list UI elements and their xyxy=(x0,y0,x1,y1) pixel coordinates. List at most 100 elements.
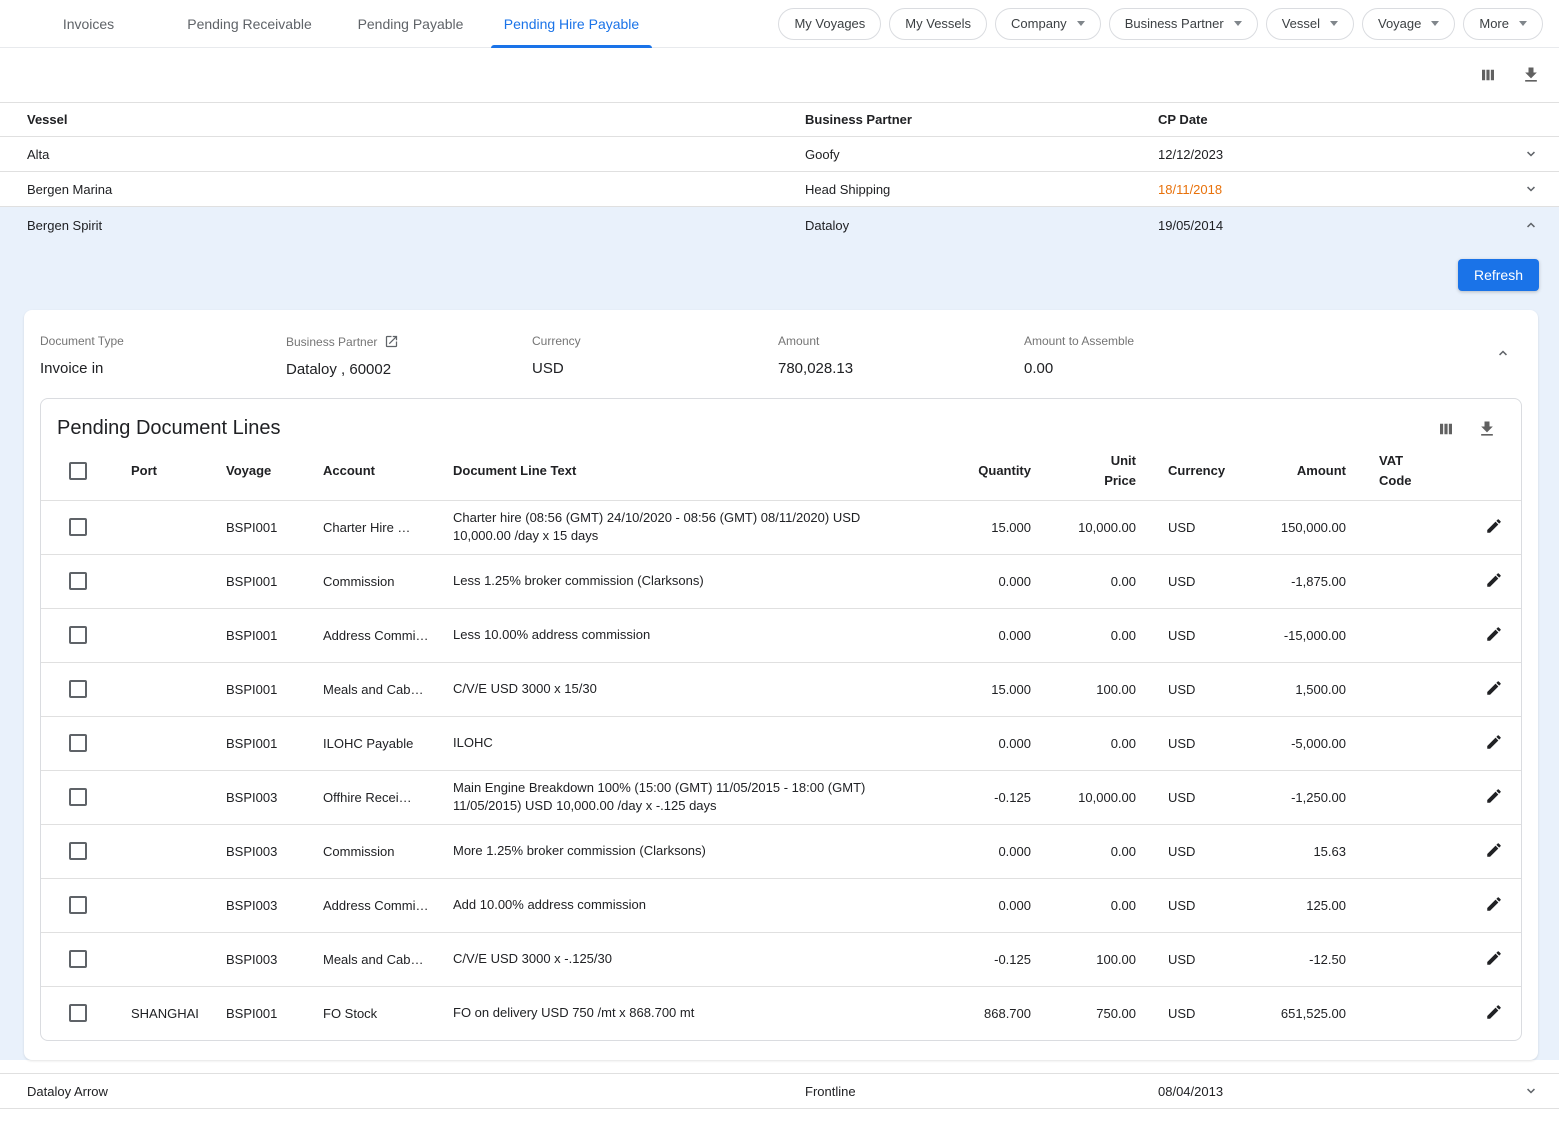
document-line-row: SHANGHAI BSPI001 FO Stock FO on delivery… xyxy=(41,986,1521,1040)
cp-date-cell: 08/04/2013 xyxy=(1158,1083,1224,1099)
document-summary: Document Type Invoice in Business Partne… xyxy=(24,310,1538,398)
line-quantity: 0.000 xyxy=(931,608,1031,663)
field-amount: Amount 780,028.13 xyxy=(778,334,1024,378)
chip-vessel[interactable]: Vessel xyxy=(1265,7,1354,40)
download-icon[interactable] xyxy=(1521,65,1541,85)
edit-icon[interactable] xyxy=(1485,679,1503,697)
line-port xyxy=(113,878,201,933)
vessel-row-bergen-marina[interactable]: Bergen Marina Head Shipping 18/11/2018 xyxy=(0,172,1559,207)
edit-icon[interactable] xyxy=(1485,895,1503,913)
line-quantity: 15.000 xyxy=(931,500,1031,555)
line-document-line-text: ILOHC xyxy=(428,716,931,771)
line-port: SHANGHAI xyxy=(131,1005,199,1021)
chip-my-voyages[interactable]: My Voyages xyxy=(778,7,882,40)
columns-icon[interactable] xyxy=(1479,66,1497,84)
line-quantity: -0.125 xyxy=(931,932,1031,987)
row-checkbox[interactable] xyxy=(69,788,87,806)
tab-pending-payable[interactable]: Pending Payable xyxy=(357,15,464,32)
chevron-down-icon[interactable] xyxy=(1522,145,1540,163)
download-icon[interactable] xyxy=(1477,419,1497,439)
line-vat-code xyxy=(1354,716,1466,771)
vessel-cell: Dataloy Arrow xyxy=(27,1083,108,1099)
chevron-down-icon xyxy=(1233,21,1242,26)
edit-icon[interactable] xyxy=(1485,517,1503,535)
edit-icon[interactable] xyxy=(1485,841,1503,859)
column-header-vat-code: VAT Code xyxy=(1379,452,1412,488)
chip-business-partner[interactable]: Business Partner xyxy=(1108,7,1258,40)
row-checkbox[interactable] xyxy=(69,626,87,644)
chip-my-vessels[interactable]: My Vessels xyxy=(889,7,988,40)
edit-icon[interactable] xyxy=(1485,1003,1503,1021)
line-quantity: 15.000 xyxy=(931,662,1031,717)
chip-label: More xyxy=(1479,16,1509,31)
line-currency: USD xyxy=(1168,1005,1196,1021)
chevron-up-icon[interactable] xyxy=(1522,216,1540,234)
line-voyage: BSPI001 xyxy=(226,1005,278,1021)
chip-more[interactable]: More xyxy=(1463,7,1543,40)
edit-icon[interactable] xyxy=(1485,949,1503,967)
line-quantity: 0.000 xyxy=(931,878,1031,933)
line-document-line-text: Less 1.25% broker commission (Clarksons) xyxy=(428,554,931,609)
line-unit-price: 10,000.00 xyxy=(1031,500,1136,555)
vessel-row-dataloy-arrow[interactable]: Dataloy Arrow Frontline 08/04/2013 xyxy=(0,1073,1559,1109)
line-account: ILOHC Payable xyxy=(298,716,428,771)
edit-icon[interactable] xyxy=(1485,571,1503,589)
open-in-new-icon[interactable] xyxy=(384,334,399,349)
line-amount: 1,500.00 xyxy=(1261,662,1354,717)
row-checkbox[interactable] xyxy=(69,518,87,536)
line-currency: USD xyxy=(1136,932,1261,987)
line-voyage: BSPI001 xyxy=(201,500,298,555)
vessel-row-bergen-spirit[interactable]: Bergen Spirit Dataloy 19/05/2014 xyxy=(0,207,1559,243)
chevron-down-icon[interactable] xyxy=(1522,1082,1540,1100)
chip-company[interactable]: Company xyxy=(995,7,1101,40)
line-unit-price: 100.00 xyxy=(1031,662,1136,717)
field-label: Amount xyxy=(778,334,820,348)
line-currency: USD xyxy=(1136,716,1261,771)
line-document-line-text: Add 10.00% address commission xyxy=(428,878,931,933)
line-unit-price: 0.00 xyxy=(1031,716,1136,771)
refresh-button[interactable]: Refresh xyxy=(1457,259,1539,291)
document-line-row: BSPI001 ILOHC Payable ILOHC 0.000 0.00 U… xyxy=(41,716,1521,771)
vessel-table: Vessel Business Partner CP Date Alta Goo… xyxy=(0,102,1559,1109)
vessel-row-alta[interactable]: Alta Goofy 12/12/2023 xyxy=(0,137,1559,172)
lines-toolbar xyxy=(1437,419,1497,439)
chip-voyage[interactable]: Voyage xyxy=(1362,7,1456,40)
line-currency: USD xyxy=(1136,878,1261,933)
tab-pending-hire-payable[interactable]: Pending Hire Payable xyxy=(491,0,652,48)
line-account: Meals and Cab… xyxy=(298,932,428,987)
field-value: USD xyxy=(532,360,564,377)
line-amount: -15,000.00 xyxy=(1261,608,1354,663)
row-checkbox[interactable] xyxy=(69,896,87,914)
tab-invoices[interactable]: Invoices xyxy=(62,15,115,32)
line-quantity: -0.125 xyxy=(931,770,1031,825)
chevron-down-icon[interactable] xyxy=(1522,180,1540,198)
business-partner-cell: Goofy xyxy=(805,146,840,162)
cp-date-cell-overdue: 18/11/2018 xyxy=(1158,181,1223,197)
row-checkbox[interactable] xyxy=(69,1004,87,1023)
line-currency: USD xyxy=(1136,662,1261,717)
edit-icon[interactable] xyxy=(1485,787,1503,805)
columns-icon[interactable] xyxy=(1437,420,1455,438)
column-header-currency: Currency xyxy=(1136,442,1261,501)
business-partner-cell: Frontline xyxy=(805,1083,856,1099)
lines-table-header: Port Voyage Account Document Line Text Q… xyxy=(41,442,1521,501)
row-checkbox[interactable] xyxy=(69,572,87,590)
edit-icon[interactable] xyxy=(1485,733,1503,751)
row-checkbox[interactable] xyxy=(69,734,87,752)
line-document-line-text: Less 10.00% address commission xyxy=(428,608,931,663)
line-vat-code xyxy=(1354,824,1466,879)
select-all-checkbox[interactable] xyxy=(69,461,87,480)
vessel-cell: Bergen Marina xyxy=(27,181,113,197)
row-checkbox[interactable] xyxy=(69,842,87,860)
field-currency: Currency USD xyxy=(532,334,778,378)
column-header-business-partner: Business Partner xyxy=(805,112,912,127)
chevron-up-icon[interactable] xyxy=(1494,344,1512,362)
edit-icon[interactable] xyxy=(1485,625,1503,643)
line-currency: USD xyxy=(1136,554,1261,609)
business-partner-cell: Head Shipping xyxy=(805,181,891,197)
column-header-vessel: Vessel xyxy=(27,112,68,127)
row-checkbox[interactable] xyxy=(69,680,87,698)
row-checkbox[interactable] xyxy=(69,950,87,968)
tab-pending-receivable[interactable]: Pending Receivable xyxy=(187,15,312,32)
line-port xyxy=(113,824,201,879)
